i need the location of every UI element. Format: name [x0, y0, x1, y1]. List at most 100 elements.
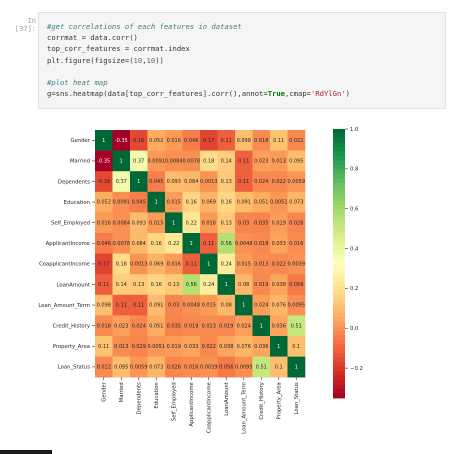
heatmap-cell	[217, 150, 236, 172]
colorbar-segment	[333, 187, 345, 193]
heatmap-cell	[147, 212, 166, 234]
heatmap-annotation: 1	[207, 262, 210, 268]
heatmap-cell	[130, 294, 148, 316]
colorbar-segment	[333, 196, 345, 202]
heatmap-cell	[147, 253, 166, 275]
heatmap-annotation: 0.052	[149, 138, 163, 144]
heatmap-cell	[112, 150, 131, 172]
colorbar-segment	[333, 155, 345, 161]
heatmap-cell	[95, 253, 113, 275]
colorbar-segment	[333, 308, 345, 314]
heatmap-annotation: 0.022	[272, 179, 286, 185]
x-axis-tick-label: Dependents	[137, 382, 143, 414]
heatmap-cell	[235, 356, 253, 378]
heatmap-cell	[147, 274, 166, 296]
heatmap-annotation: 0.084	[184, 179, 198, 185]
heatmap-annotation: 0.013	[114, 344, 128, 350]
heatmap-annotation: 0.14	[116, 282, 127, 288]
heatmap-cell	[130, 356, 148, 378]
heatmap-cell	[130, 233, 148, 254]
colorbar-segment	[333, 344, 345, 350]
colorbar-segment	[333, 384, 345, 390]
heatmap-cell	[182, 336, 201, 357]
colorbar-tick-label: 0.2	[350, 286, 358, 292]
y-axis-tick-label: Loan_Status	[58, 365, 90, 371]
heatmap-annotation: 0.51	[291, 323, 302, 329]
heatmap-cell	[270, 233, 288, 254]
heatmap-annotation: 0.033	[272, 241, 286, 247]
heatmap-cell	[235, 130, 253, 151]
colorbar-segment	[333, 326, 345, 332]
code-token: #plot heat map	[47, 77, 108, 87]
heatmap-annotation: 0.024	[132, 323, 146, 329]
heatmap-annotation: 0.045	[132, 200, 146, 206]
heatmap-cell	[200, 150, 218, 172]
heatmap-annotation: 1	[120, 159, 123, 165]
heatmap-cell	[217, 253, 236, 275]
heatmap-cell	[270, 274, 288, 296]
heatmap-cell	[287, 294, 306, 316]
colorbar-tick-label: 1.0	[350, 127, 359, 133]
code-line: top_corr_features = corrmat.index	[47, 43, 445, 54]
heatmap-annotation: 0.16	[221, 200, 232, 206]
colorbar-segment	[333, 312, 345, 318]
heatmap-cell	[95, 150, 113, 172]
colorbar-segment	[333, 366, 345, 372]
heatmap-cell	[287, 212, 306, 234]
y-axis-tick-label: Gender	[70, 138, 90, 144]
heatmap-cell	[287, 253, 306, 275]
heatmap-annotation: 0.11	[203, 241, 214, 247]
heatmap-cell	[217, 233, 236, 254]
heatmap-annotation: 0.016	[289, 241, 303, 247]
code-line: g=sns.heatmap(data[top_corr_features].co…	[47, 88, 445, 99]
heatmap-cell	[287, 356, 306, 378]
heatmap-cell	[95, 356, 113, 378]
heatmap-cell	[130, 212, 148, 234]
colorbar-segment	[333, 267, 345, 273]
heatmap-annotation: 1	[172, 220, 175, 226]
colorbar-tick-label: 0.4	[350, 246, 359, 252]
heatmap-cell	[252, 150, 271, 172]
heatmap-annotation: 0.11	[133, 303, 144, 309]
heatmap-cell	[217, 336, 236, 357]
heatmap-annotation: 0.035	[254, 220, 268, 226]
code-token: True	[267, 89, 286, 99]
heatmap-cell	[217, 356, 236, 378]
code-cell[interactable]: #get correlations of each features in da…	[38, 12, 446, 109]
y-axis-tick-label: Loan_Amount_Term	[38, 303, 90, 309]
heatmap-cell	[112, 233, 131, 254]
colorbar-segment	[333, 200, 345, 206]
code-line: corrmat = data.corr()	[47, 32, 445, 43]
x-axis-tick-label: Married	[119, 382, 125, 402]
colorbar-segment	[333, 142, 345, 148]
heatmap-cell	[165, 315, 183, 337]
heatmap-annotation: 0.0091	[113, 200, 131, 206]
colorbar-segment	[333, 191, 345, 197]
code-token: #get correlations of each features in da…	[47, 22, 242, 31]
heatmap-annotation: 0.024	[254, 179, 268, 185]
code-token: top_corr_features = corrmat.index	[47, 44, 190, 54]
code-line: #get correlations of each features in da…	[47, 21, 445, 32]
colorbar-segment	[333, 393, 345, 399]
heatmap-annotation: 0.16	[133, 138, 144, 144]
heatmap-cell	[217, 274, 236, 296]
colorbar-segment	[333, 245, 345, 251]
heatmap-cell	[130, 130, 148, 151]
code-token: ,cmap=	[285, 89, 311, 99]
colorbar-segment	[333, 330, 345, 336]
heatmap-cell	[287, 233, 306, 254]
heatmap-cell	[147, 171, 166, 193]
colorbar-segment	[333, 339, 345, 345]
heatmap-cell	[252, 315, 271, 337]
heatmap-cell	[252, 171, 271, 193]
y-axis-tick-label: Married	[70, 159, 90, 165]
heatmap-cell	[270, 356, 288, 378]
colorbar-segment	[333, 380, 345, 385]
heatmap-annotation: 0.13	[221, 220, 232, 226]
heatmap-annotation: 0.016	[167, 262, 181, 268]
y-axis-tick-label: Self_Employed	[51, 221, 90, 227]
heatmap-annotation: 1	[137, 179, 140, 185]
heatmap-cell	[165, 233, 183, 254]
heatmap-annotation: 1	[277, 344, 280, 350]
heatmap-annotation: 0.018	[97, 323, 111, 329]
